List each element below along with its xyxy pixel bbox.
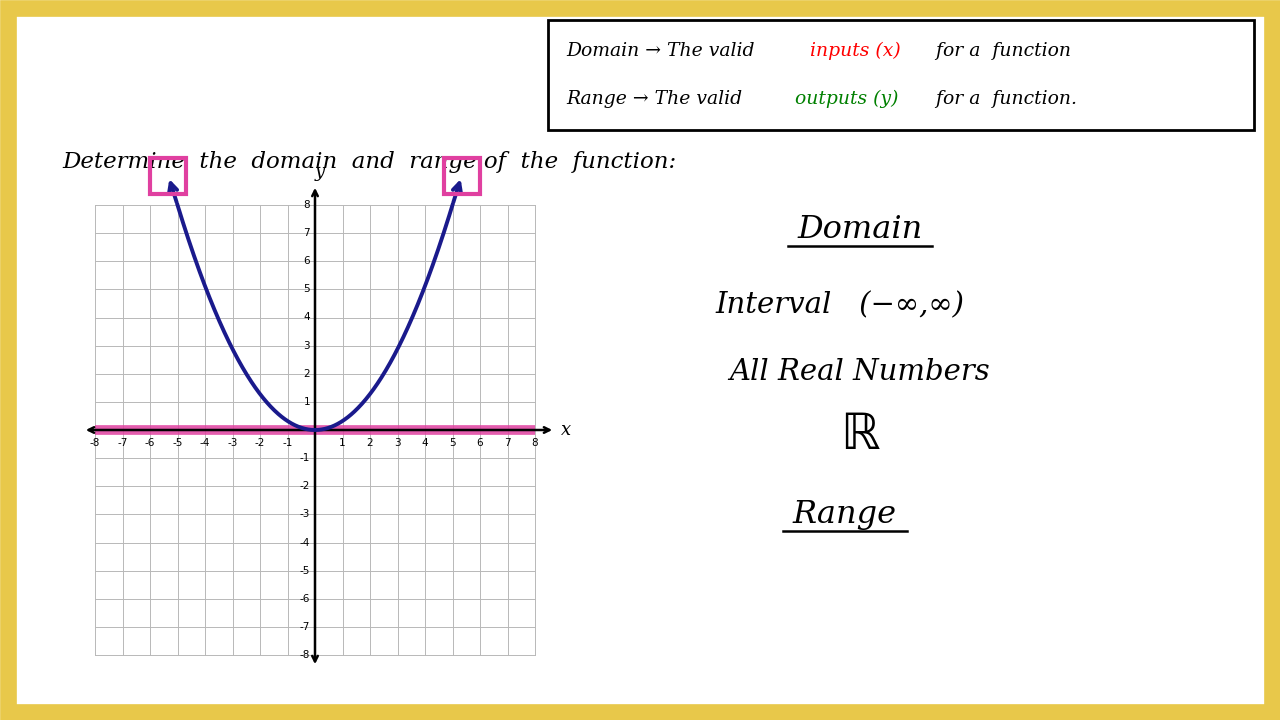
Text: 3: 3 <box>303 341 310 351</box>
Text: Domain: Domain <box>797 215 923 246</box>
Text: -5: -5 <box>300 566 310 575</box>
Text: -7: -7 <box>118 438 128 448</box>
Text: -5: -5 <box>173 438 183 448</box>
Text: y: y <box>315 163 325 181</box>
Text: Domain → The valid: Domain → The valid <box>566 42 760 60</box>
Text: Interval   (−∞,∞): Interval (−∞,∞) <box>716 291 965 319</box>
Text: -3: -3 <box>300 509 310 519</box>
Text: -6: -6 <box>300 594 310 604</box>
Text: -1: -1 <box>283 438 293 448</box>
Text: 5: 5 <box>303 284 310 294</box>
Text: -7: -7 <box>300 622 310 632</box>
Text: 4: 4 <box>303 312 310 323</box>
Text: 8: 8 <box>303 200 310 210</box>
Bar <box>443 158 480 194</box>
Text: -4: -4 <box>200 438 210 448</box>
Text: -2: -2 <box>300 481 310 491</box>
Text: -4: -4 <box>300 538 310 547</box>
Text: 3: 3 <box>394 438 401 448</box>
Text: 6: 6 <box>476 438 484 448</box>
Text: inputs (x): inputs (x) <box>810 42 901 60</box>
Text: for a  function.: for a function. <box>931 90 1076 108</box>
Text: 2: 2 <box>366 438 374 448</box>
Text: x: x <box>561 421 571 439</box>
Text: 6: 6 <box>303 256 310 266</box>
Text: -2: -2 <box>255 438 265 448</box>
Text: for a  function: for a function <box>931 42 1071 60</box>
Text: 1: 1 <box>303 397 310 407</box>
Text: outputs (y): outputs (y) <box>795 90 899 108</box>
Text: -6: -6 <box>145 438 155 448</box>
Text: ℝ: ℝ <box>840 411 879 459</box>
Text: -8: -8 <box>300 650 310 660</box>
Text: -1: -1 <box>300 453 310 463</box>
Text: Determine  the  domain  and  range of  the  function:: Determine the domain and range of the fu… <box>61 151 676 173</box>
Text: 1: 1 <box>339 438 346 448</box>
Text: -8: -8 <box>90 438 100 448</box>
Text: 7: 7 <box>504 438 511 448</box>
Text: All Real Numbers: All Real Numbers <box>730 358 991 386</box>
Text: 5: 5 <box>449 438 456 448</box>
Text: 8: 8 <box>531 438 539 448</box>
Text: 7: 7 <box>303 228 310 238</box>
Text: -3: -3 <box>228 438 238 448</box>
Text: Range: Range <box>792 500 897 531</box>
Text: 4: 4 <box>421 438 429 448</box>
Text: Range → The valid: Range → The valid <box>566 90 748 108</box>
Bar <box>151 158 187 194</box>
Bar <box>548 20 1254 130</box>
Text: 2: 2 <box>303 369 310 379</box>
